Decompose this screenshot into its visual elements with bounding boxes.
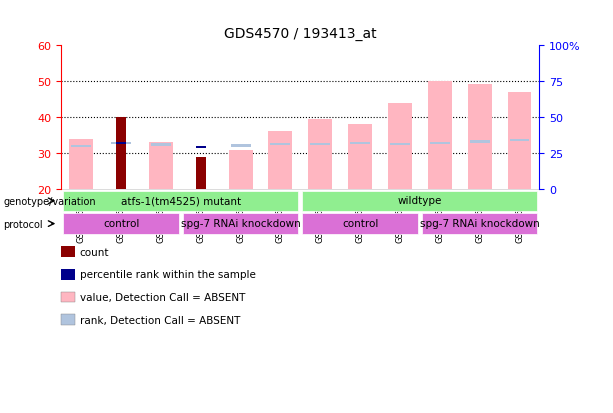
Text: rank, Detection Call = ABSENT: rank, Detection Call = ABSENT: [80, 315, 240, 325]
Bar: [430, 142, 450, 145]
FancyBboxPatch shape: [302, 214, 418, 234]
Bar: [196, 146, 206, 148]
Text: GDS4570 / 193413_at: GDS4570 / 193413_at: [224, 27, 376, 41]
Bar: [470, 141, 490, 144]
FancyBboxPatch shape: [63, 214, 179, 234]
Bar: [310, 143, 330, 146]
Text: spg-7 RNAi knockdown: spg-7 RNAi knockdown: [420, 218, 539, 228]
Bar: [151, 144, 171, 147]
Text: genotype/variation: genotype/variation: [3, 196, 96, 206]
Bar: [196, 157, 206, 190]
Bar: [230, 145, 251, 147]
Bar: [509, 140, 530, 142]
Bar: [116, 118, 126, 190]
Bar: [229, 150, 253, 190]
Text: protocol: protocol: [3, 219, 43, 229]
Text: percentile rank within the sample: percentile rank within the sample: [80, 270, 256, 280]
Bar: [390, 143, 410, 146]
Bar: [71, 145, 91, 148]
Bar: [308, 119, 332, 190]
Bar: [428, 81, 452, 190]
Bar: [468, 85, 492, 190]
FancyBboxPatch shape: [63, 191, 299, 211]
Text: atfs-1(tm4525) mutant: atfs-1(tm4525) mutant: [121, 196, 241, 206]
FancyBboxPatch shape: [302, 191, 538, 211]
Bar: [350, 142, 370, 145]
Text: control: control: [103, 218, 139, 228]
Bar: [149, 143, 173, 190]
Bar: [116, 142, 126, 145]
Bar: [348, 125, 372, 190]
Text: count: count: [80, 247, 109, 257]
Text: spg-7 RNAi knockdown: spg-7 RNAi knockdown: [181, 218, 300, 228]
Bar: [268, 132, 292, 190]
Bar: [111, 142, 131, 145]
Bar: [69, 140, 93, 190]
Bar: [508, 93, 531, 190]
Text: wildtype: wildtype: [398, 196, 442, 206]
Bar: [388, 103, 412, 190]
FancyBboxPatch shape: [183, 214, 299, 234]
Text: value, Detection Call = ABSENT: value, Detection Call = ABSENT: [80, 292, 245, 302]
Bar: [270, 143, 291, 146]
FancyBboxPatch shape: [422, 214, 538, 234]
Text: control: control: [342, 218, 378, 228]
